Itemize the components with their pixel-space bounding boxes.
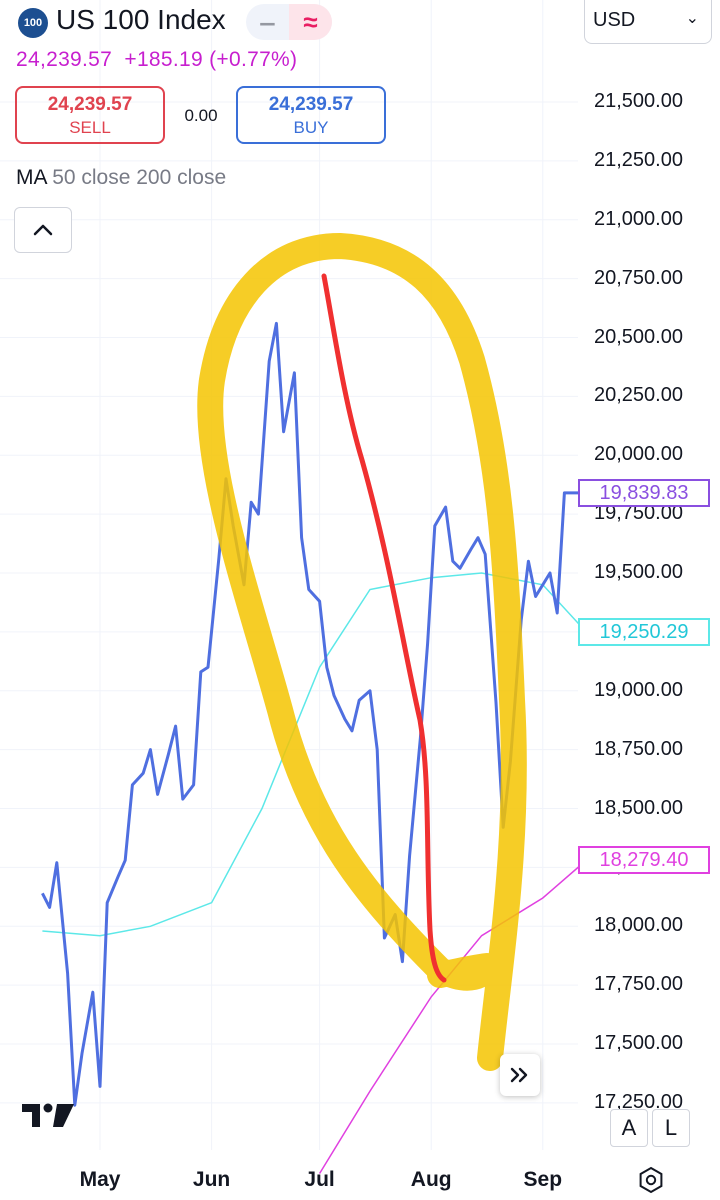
scroll-to-realtime-button[interactable] xyxy=(500,1054,540,1096)
buy-label: BUY xyxy=(293,118,329,137)
highlight-circle-annotation xyxy=(197,233,527,1071)
ma-values: 50 close 200 close xyxy=(52,166,227,189)
wave-icon[interactable]: ≈ xyxy=(289,4,332,40)
red-trendline xyxy=(321,273,447,983)
x-tick-label: Jul xyxy=(304,1168,335,1191)
symbol-title[interactable]: US 100 Index xyxy=(56,4,226,35)
x-tick-label: Sep xyxy=(523,1168,563,1191)
ma200-line xyxy=(318,859,587,1174)
collapse-legend-button[interactable] xyxy=(14,207,72,253)
currency-select[interactable]: USD ⌄ xyxy=(584,0,712,44)
double-chevron-right-icon xyxy=(510,1067,528,1083)
price-change-line: 24,239.57 +185.19 (+0.77%) xyxy=(16,48,298,71)
sell-button[interactable]: 24,239.57 SELL xyxy=(15,86,165,144)
y-tick-label: 19,750.00 xyxy=(594,502,683,525)
last-price-tag: 19,839.83 xyxy=(578,478,710,507)
gear-icon[interactable] xyxy=(636,1165,666,1195)
y-tick-label: 19,500.00 xyxy=(594,561,683,583)
highlight-stroke xyxy=(197,233,527,1071)
chevron-up-icon xyxy=(33,224,53,236)
y-tick-label: 18,000.00 xyxy=(594,914,683,937)
chevron-down-icon: ⌄ xyxy=(685,10,699,27)
ma50-tag: 19,250.29 xyxy=(578,617,710,646)
tradingview-logo xyxy=(22,1103,74,1127)
y-tick-label: 17,750.00 xyxy=(594,973,683,996)
y-tick-label: 18,750.00 xyxy=(594,737,683,760)
auto-scale-button[interactable]: A xyxy=(610,1109,648,1147)
spread-value: 0.00 xyxy=(184,106,218,125)
y-tick-label: 17,500.00 xyxy=(594,1032,683,1054)
log-scale-button[interactable]: L xyxy=(652,1109,690,1147)
y-tick-label: 20,750.00 xyxy=(594,266,683,289)
y-tick-label: 18,500.00 xyxy=(594,796,683,819)
y-tick-label: 20,250.00 xyxy=(594,384,683,407)
y-tick-label: 21,500.00 xyxy=(594,90,683,112)
y-tick-label: 21,250.00 xyxy=(594,148,683,171)
y-tick-label: 20,500.00 xyxy=(594,325,683,348)
x-tick-label: Aug xyxy=(410,1168,452,1191)
y-tick-label: 17,250.00 xyxy=(594,1090,683,1113)
buy-price: 24,239.57 xyxy=(268,94,354,115)
currency-value: USD xyxy=(593,9,636,31)
chart-type-toggle[interactable]: ‒ ≈ xyxy=(246,4,332,40)
x-tick-label: Jun xyxy=(192,1168,231,1191)
ma200-series xyxy=(318,859,587,1174)
price-line xyxy=(41,321,587,1107)
red-trendline-annotation xyxy=(321,273,447,983)
y-tick-label: 20,000.00 xyxy=(594,443,683,466)
symbol-badge: 100 xyxy=(18,8,48,38)
y-tick-label: 19,000.00 xyxy=(594,678,683,701)
buy-button[interactable]: 24,239.57 BUY xyxy=(236,86,386,144)
sell-label: SELL xyxy=(69,118,111,137)
minus-icon[interactable]: ‒ xyxy=(260,6,275,37)
ma-label: MA xyxy=(16,166,47,189)
ma200-tag: 18,279.40 xyxy=(578,846,710,875)
ma-legend[interactable]: MA 50 close 200 close xyxy=(16,166,226,190)
x-tick-label: May xyxy=(79,1168,121,1191)
sell-price: 24,239.57 xyxy=(47,94,133,115)
y-tick-label: 21,000.00 xyxy=(594,207,683,230)
